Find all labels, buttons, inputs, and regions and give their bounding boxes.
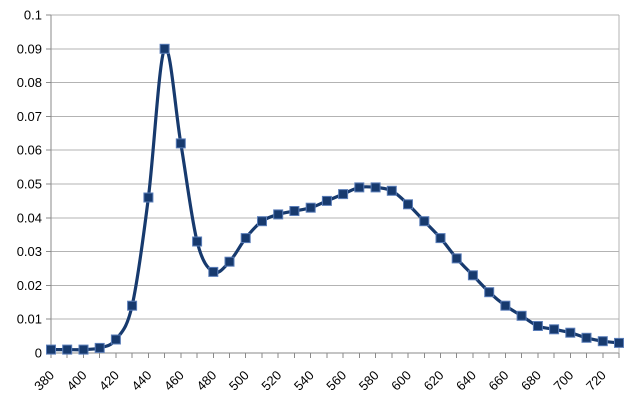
y-tick-label: 0.06 xyxy=(17,143,42,158)
series-markers xyxy=(46,43,624,355)
x-tick-label: 380 xyxy=(31,368,57,394)
data-point-marker xyxy=(500,300,511,311)
data-point-marker xyxy=(581,332,592,343)
data-point-marker xyxy=(143,192,154,203)
x-tick-label: 540 xyxy=(291,368,317,394)
data-point-marker xyxy=(175,138,186,149)
x-tick-label: 600 xyxy=(388,368,414,394)
data-point-marker xyxy=(435,233,446,244)
data-point-marker xyxy=(257,216,267,227)
data-point-marker xyxy=(370,182,381,193)
data-point-marker xyxy=(338,189,349,200)
y-tick-label: 0 xyxy=(35,346,42,361)
data-point-marker xyxy=(565,327,576,338)
data-point-marker xyxy=(94,342,105,353)
x-tick-label: 700 xyxy=(550,368,576,394)
x-tick-label: 560 xyxy=(323,368,349,394)
y-tick-label: 0.07 xyxy=(17,109,42,124)
x-tick-label: 400 xyxy=(64,368,90,394)
axis-ticks xyxy=(46,14,620,358)
data-point-marker xyxy=(46,344,56,355)
y-tick-label: 0.09 xyxy=(17,41,42,56)
data-point-marker xyxy=(240,233,251,244)
data-point-marker xyxy=(386,185,397,196)
x-tick-label: 660 xyxy=(486,368,512,394)
y-tick-label: 0.01 xyxy=(17,312,42,327)
y-tick-label: 0.1 xyxy=(24,8,42,23)
x-tick-label: 480 xyxy=(193,368,219,394)
data-point-marker xyxy=(110,334,121,345)
x-tick-label: 460 xyxy=(161,368,187,394)
x-tick-label: 520 xyxy=(258,368,284,394)
x-axis-labels: 380 400 420 440 460 480 500 520 540 560 580 600 620 6… xyxy=(31,368,609,394)
data-point-marker xyxy=(614,337,624,348)
x-tick-label: 620 xyxy=(421,368,447,394)
data-point-marker xyxy=(354,182,365,193)
data-point-marker xyxy=(549,324,560,335)
x-tick-label: 420 xyxy=(96,368,122,394)
x-tick-label: 580 xyxy=(356,368,382,394)
data-point-marker xyxy=(532,321,543,331)
data-point-marker xyxy=(516,310,527,321)
x-tick-label: 720 xyxy=(583,368,609,394)
x-tick-label: 680 xyxy=(518,368,544,394)
data-point-marker xyxy=(62,344,73,355)
x-tick-label: 440 xyxy=(129,368,155,394)
data-point-marker xyxy=(451,253,462,264)
data-point-marker xyxy=(597,336,608,347)
y-tick-label: 0.04 xyxy=(17,210,42,225)
x-tick-label: 500 xyxy=(226,368,252,394)
data-point-marker xyxy=(78,344,89,355)
data-point-marker xyxy=(224,256,235,267)
data-point-marker xyxy=(192,236,203,247)
y-tick-label: 0.05 xyxy=(17,177,42,192)
data-point-marker xyxy=(467,270,478,281)
data-point-marker xyxy=(419,216,430,227)
x-tick-label: 640 xyxy=(453,368,479,394)
y-tick-label: 0.08 xyxy=(17,75,42,90)
data-point-marker xyxy=(159,43,170,54)
y-tick-label: 0.03 xyxy=(17,244,42,259)
data-point-marker xyxy=(321,195,332,206)
data-point-marker xyxy=(127,300,138,311)
data-point-marker xyxy=(484,287,495,298)
data-point-marker xyxy=(305,202,316,213)
data-point-marker xyxy=(273,209,284,220)
data-point-marker xyxy=(403,199,413,210)
data-point-marker xyxy=(289,206,300,216)
y-axis-labels: 0 0.01 0.02 0.03 0.04 0.05 0.06 0.07 0.08 0.09 0.1 xyxy=(17,8,42,361)
y-tick-label: 0.02 xyxy=(17,278,42,293)
gridlines xyxy=(51,14,620,354)
data-point-marker xyxy=(208,266,219,277)
